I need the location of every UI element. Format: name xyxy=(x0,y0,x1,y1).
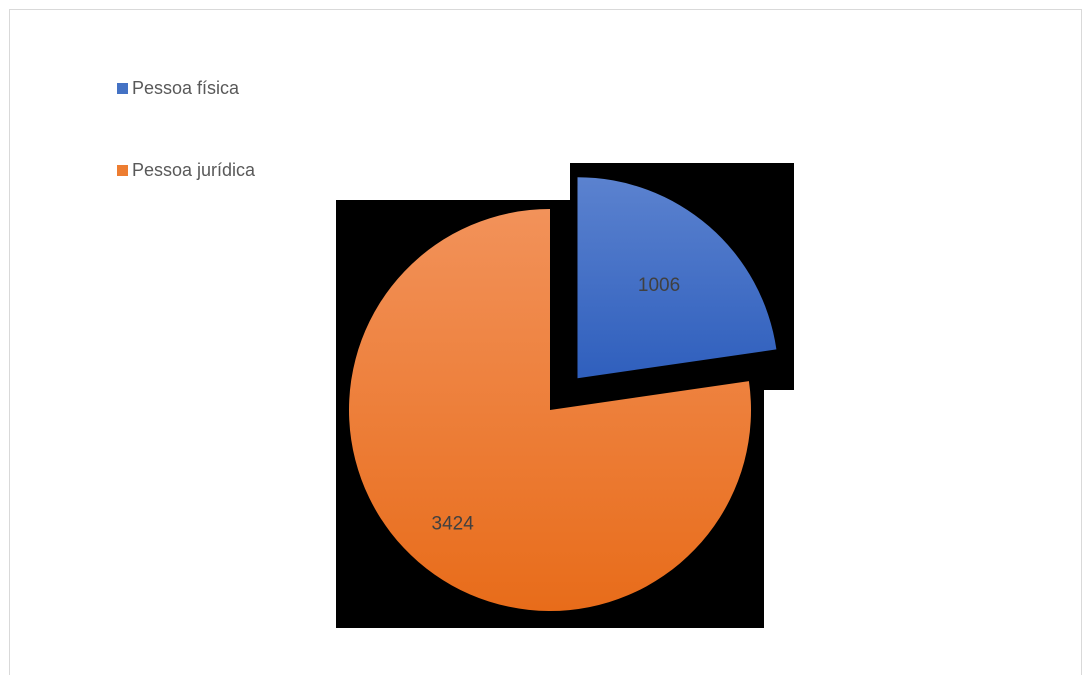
legend-swatch-pessoa-fisica xyxy=(117,83,128,94)
data-label-pessoa-fisica: 1006 xyxy=(638,275,680,296)
pie-slice-pessoa-fisica[interactable] xyxy=(577,177,777,379)
data-label-pessoa-juridica: 3424 xyxy=(432,513,475,534)
legend-item-pessoa-juridica[interactable]: Pessoa jurídica xyxy=(117,160,255,181)
pie-slice-pessoa-juridica[interactable] xyxy=(348,209,751,611)
legend-item-pessoa-fisica[interactable]: Pessoa física xyxy=(117,78,239,99)
legend-swatch-pessoa-juridica xyxy=(117,165,128,176)
legend-label-pessoa-juridica: Pessoa jurídica xyxy=(132,160,256,180)
legend-label-pessoa-fisica: Pessoa física xyxy=(132,78,240,98)
